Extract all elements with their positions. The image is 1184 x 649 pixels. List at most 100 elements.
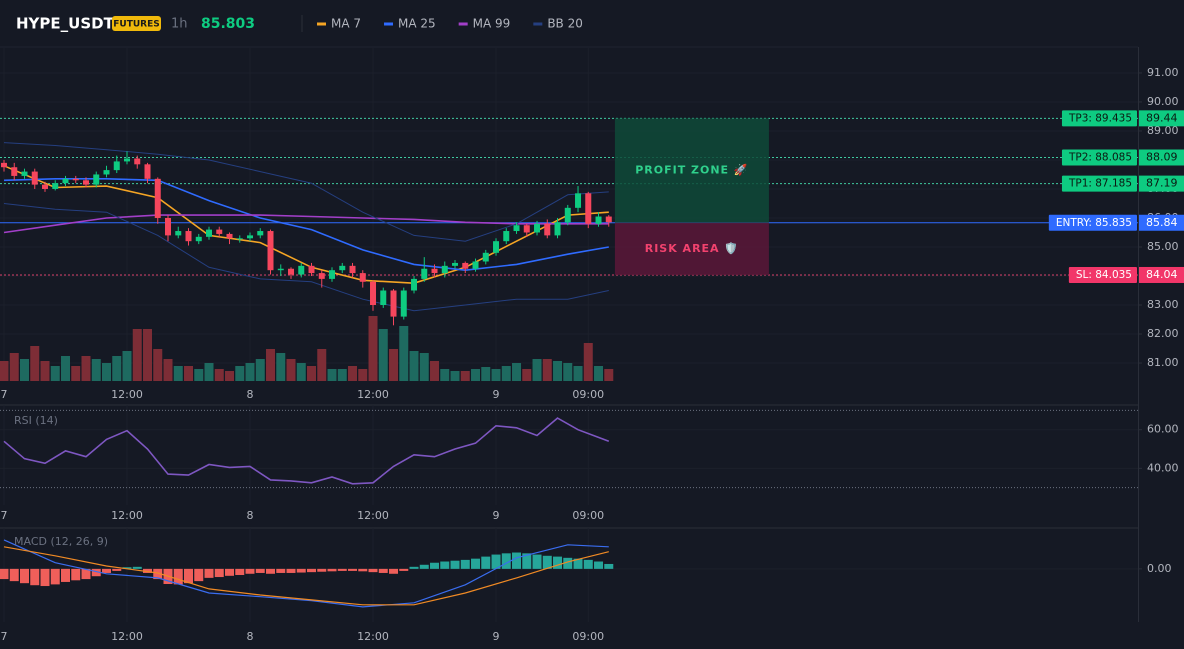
volume-bar (501, 366, 511, 381)
candle-body (503, 231, 510, 242)
histogram-bar (0, 568, 9, 580)
volume-bar (71, 366, 81, 381)
histogram-bar (61, 568, 71, 582)
axis-label-bg (1139, 266, 1184, 283)
indicator-line (3, 546, 609, 606)
candle-body (134, 158, 141, 165)
x-tick-label: 7 (0, 388, 7, 401)
candle-body (113, 161, 120, 171)
axis-label-bg (1139, 214, 1184, 231)
volume-bar (143, 329, 153, 381)
candle-body (411, 278, 418, 291)
interval: 1h (171, 17, 188, 32)
x-tick-label: 12:00 (111, 509, 143, 522)
histogram-bar (604, 563, 614, 569)
histogram-bar (419, 564, 429, 569)
x-tick-label: 12:00 (111, 630, 143, 643)
axis-label: 84.04 (1146, 268, 1178, 281)
volume-bar (266, 349, 276, 381)
candle-body (380, 290, 387, 306)
level-label-bg (1061, 175, 1137, 192)
histogram-bar (266, 568, 276, 574)
candle-body (493, 241, 500, 253)
volume-bar (296, 363, 306, 381)
volume-bar (409, 351, 419, 381)
volume-bar (399, 326, 409, 381)
histogram-bar (102, 568, 112, 573)
histogram-bar (532, 554, 542, 569)
candle-body (175, 231, 182, 236)
zone (614, 222, 769, 275)
candle-body (277, 268, 284, 271)
indicator-line (3, 539, 609, 608)
histogram-bar (307, 568, 317, 573)
volume-bar (604, 369, 614, 381)
candle-body (103, 170, 110, 175)
axis-label-bg (1139, 110, 1184, 127)
level-label-bg (1068, 266, 1137, 283)
candle-body (165, 217, 172, 236)
histogram-bar (563, 557, 573, 569)
candle-body (400, 290, 407, 317)
histogram-bar (378, 568, 388, 573)
volume-bar (583, 343, 593, 381)
volume-bar (102, 363, 112, 381)
level-label: TP1: 87.185 (1068, 178, 1132, 190)
candle-body (441, 265, 448, 274)
volume-bar (512, 363, 522, 381)
x-tick-label: 12:00 (111, 388, 143, 401)
histogram-bar (9, 568, 19, 582)
volume-bar (563, 363, 573, 381)
histogram-bar (337, 568, 347, 571)
legend-label: MA 7 (331, 17, 361, 31)
candle-body (154, 178, 161, 218)
histogram-bar (204, 568, 214, 578)
candle-body (93, 174, 100, 185)
histogram-bar (348, 568, 358, 571)
candle-body (318, 273, 325, 279)
histogram-bar (286, 568, 296, 573)
candle-body (216, 229, 223, 234)
x-tick-label: 8 (247, 388, 254, 401)
histogram-bar (399, 568, 409, 571)
histogram-bar (409, 566, 419, 569)
candle-body (462, 262, 469, 269)
volume-bar (532, 359, 542, 381)
axis-label-bg (1139, 149, 1184, 166)
volume-bar (522, 369, 532, 381)
histogram-bar (317, 568, 327, 572)
level-label: SL: 84.035 (1076, 269, 1132, 281)
histogram-bar (512, 552, 522, 569)
candle-body (554, 222, 561, 236)
volume-bar (368, 316, 378, 381)
x-tick-label: 12:00 (357, 509, 389, 522)
panel-title: RSI (14) (14, 414, 58, 427)
candle-body (62, 178, 69, 184)
axis-label-bg (1139, 175, 1184, 192)
volume-bar (358, 369, 368, 381)
indicator-line (3, 203, 609, 312)
volume-bar (19, 359, 29, 381)
zone (614, 118, 769, 223)
histogram-bar (235, 568, 245, 575)
volume-bar (245, 363, 255, 381)
histogram-bar (358, 568, 368, 572)
y-tick-label: 90.00 (1147, 95, 1179, 108)
candle-body (72, 178, 79, 181)
histogram-bar (214, 568, 224, 578)
level-label: TP3: 89.435 (1068, 112, 1132, 124)
histogram-bar (122, 567, 132, 569)
price: 85.803 (201, 16, 255, 32)
zone-label: PROFIT ZONE 🚀 (635, 164, 748, 177)
candle-body (288, 268, 295, 275)
histogram-bar (276, 568, 286, 573)
candle-body (226, 233, 233, 239)
candle-body (144, 164, 151, 179)
candle-body (585, 193, 592, 224)
axis-label: 85.84 (1146, 216, 1178, 229)
y-tick-label: 91.00 (1147, 66, 1179, 79)
panel-title: MACD (12, 26, 9) (14, 535, 108, 548)
y-tick-label: 83.00 (1147, 298, 1179, 311)
